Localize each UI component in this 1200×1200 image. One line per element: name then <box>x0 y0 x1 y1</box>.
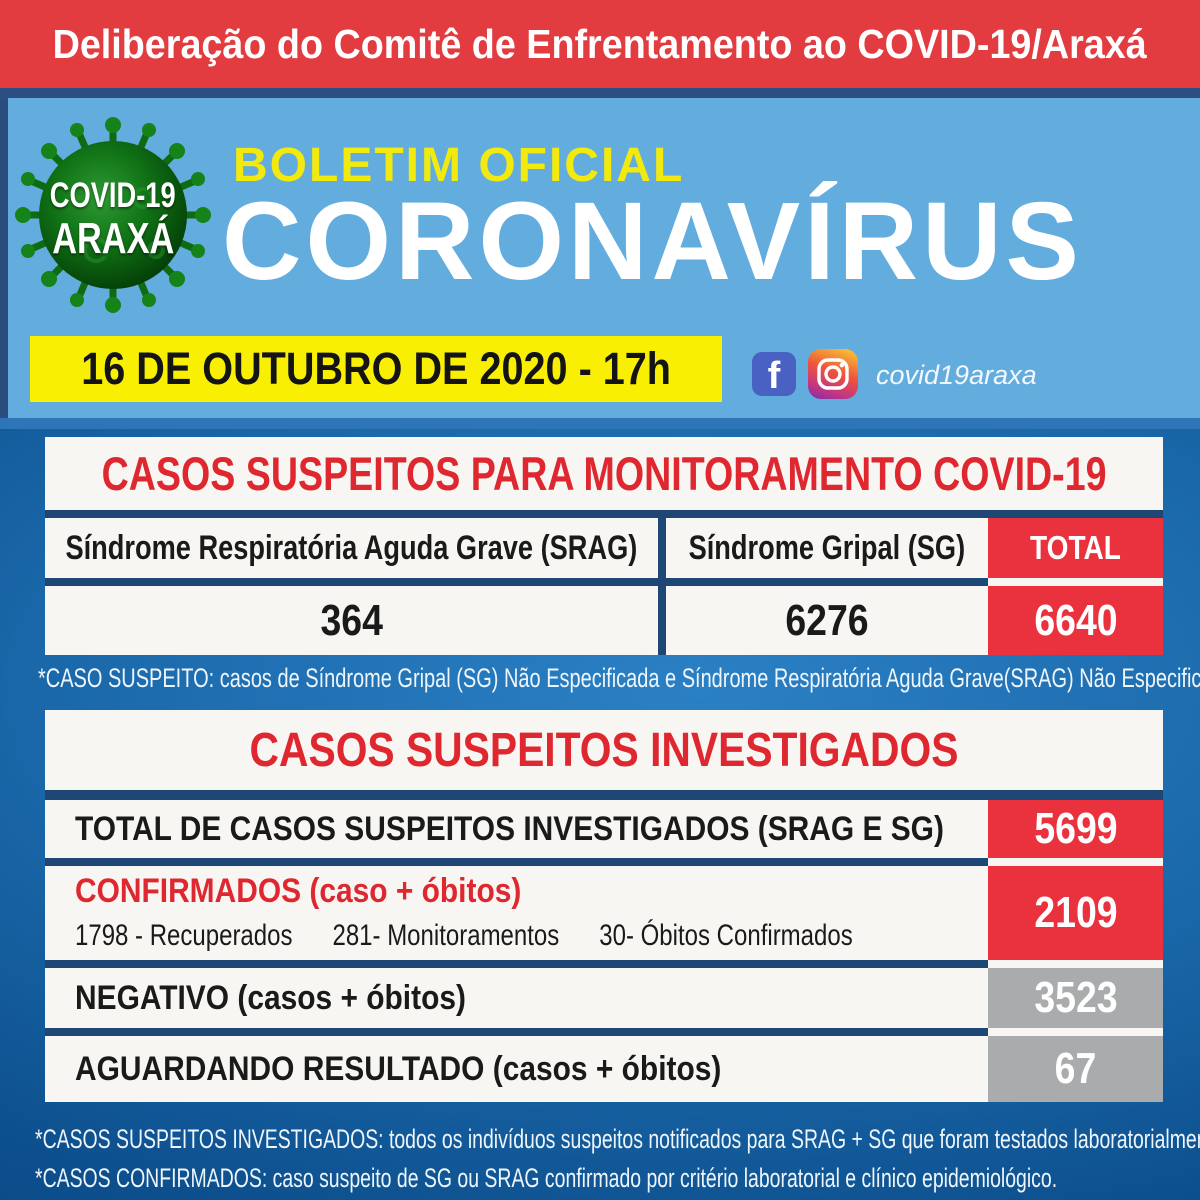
sg-header-label: Síndrome Gripal (SG) <box>688 528 966 567</box>
investigated-heading-row: CASOS SUSPEITOS INVESTIGADOS <box>45 710 1163 790</box>
total-divider <box>988 578 1163 586</box>
covid-araxa-logo: COVID-19 ARAXÁ <box>8 110 218 320</box>
total-header-label: TOTAL <box>1030 529 1121 566</box>
heading-divider <box>45 790 1163 800</box>
row-confirmed-value: 2109 <box>988 866 1163 960</box>
date-text: 16 DE OUTUBRO DE 2020 - 17h <box>81 343 671 394</box>
top-banner: Deliberação do Comitê de Enfrentamento a… <box>0 0 1200 88</box>
facebook-glyph: f <box>767 355 781 396</box>
total-value-cell: 6640 <box>988 586 1163 655</box>
sg-value-cell: 6276 <box>666 586 988 655</box>
header: COVID-19 ARAXÁ BOLETIM OFICIAL CORONAVÍR… <box>0 98 1200 418</box>
logo-line1: COVID-19 <box>50 176 176 215</box>
srag-header-cell: Síndrome Respiratória Aguda Grave (SRAG) <box>45 518 658 578</box>
confirmed-label: CONFIRMADOS (caso + óbitos) <box>75 872 522 910</box>
srag-value: 364 <box>320 595 383 645</box>
footnote-confirmed: *CASOS CONFIRMADOS: caso suspeito de SG … <box>35 1163 1058 1193</box>
srag-header-label: Síndrome Respiratória Aguda Grave (SRAG) <box>65 528 638 567</box>
divider-strip <box>0 88 1200 98</box>
social-handle: covid19araxa <box>876 360 1037 390</box>
total-column: TOTAL 6640 <box>988 518 1163 655</box>
srag-value-cell: 364 <box>45 586 658 655</box>
logo-text: COVID-19 ARAXÁ <box>8 178 218 261</box>
row-total-investigated-value: 5699 <box>988 800 1163 858</box>
monitoring-panel: CASOS SUSPEITOS PARA MONITORAMENTO COVID… <box>45 437 1163 655</box>
row-divider <box>45 960 988 968</box>
bottom-footnotes: *CASOS SUSPEITOS INVESTIGADOS: todos os … <box>35 1120 1200 1198</box>
logo-line2: ARAXÁ <box>51 214 175 263</box>
virus-icon <box>15 117 211 313</box>
row-awaiting-result-value: 67 <box>988 1036 1163 1102</box>
row-total-investigated: TOTAL DE CASOS SUSPEITOS INVESTIGADOS (S… <box>75 809 944 848</box>
coronavirus-title: CORONAVÍRUS <box>222 180 1083 303</box>
row-negative: NEGATIVO (casos + óbitos) <box>75 978 466 1017</box>
row-divider <box>45 858 988 866</box>
row-divider <box>45 1028 988 1036</box>
row-awaiting-result: AGUARDANDO RESULTADO (casos + óbitos) <box>75 1049 722 1088</box>
instagram-icon[interactable] <box>808 349 858 399</box>
footnote-investigated: *CASOS SUSPEITOS INVESTIGADOS: todos os … <box>35 1124 1200 1154</box>
content-area: CASOS SUSPEITOS PARA MONITORAMENTO COVID… <box>0 418 1200 1200</box>
instagram-camera-glyph <box>817 358 849 390</box>
investigated-panel: CASOS SUSPEITOS INVESTIGADOS TOTAL DE CA… <box>45 710 1163 1102</box>
monitoring-heading-row: CASOS SUSPEITOS PARA MONITORAMENTO COVID… <box>45 437 1163 510</box>
top-banner-text: Deliberação do Comitê de Enfrentamento a… <box>52 20 1148 67</box>
total-value: 6640 <box>1033 595 1118 645</box>
date-banner: 16 DE OUTUBRO DE 2020 - 17h <box>30 336 722 402</box>
monitoring-footnote: *CASO SUSPEITO: casos de Síndrome Gripal… <box>38 663 1200 693</box>
sg-header-cell: Síndrome Gripal (SG) <box>666 518 988 578</box>
mid-strip <box>0 418 1200 429</box>
row-negative-value: 3523 <box>988 968 1163 1028</box>
row-confirmed: CONFIRMADOS (caso + óbitos) 1798 - Recup… <box>75 872 1047 960</box>
monitoring-heading: CASOS SUSPEITOS PARA MONITORAMENTO COVID… <box>101 447 1107 500</box>
investigated-heading: CASOS SUSPEITOS INVESTIGADOS <box>249 723 959 777</box>
total-header-cell: TOTAL <box>988 518 1163 578</box>
confirmed-breakdown: 1798 - Recuperados 281- Monitoramentos 3… <box>75 919 853 952</box>
boletim-oficial-label: BOLETIM OFICIAL <box>233 139 685 192</box>
sg-value: 6276 <box>785 595 869 645</box>
facebook-icon[interactable]: f <box>752 352 796 396</box>
header-left-edge <box>0 98 8 418</box>
